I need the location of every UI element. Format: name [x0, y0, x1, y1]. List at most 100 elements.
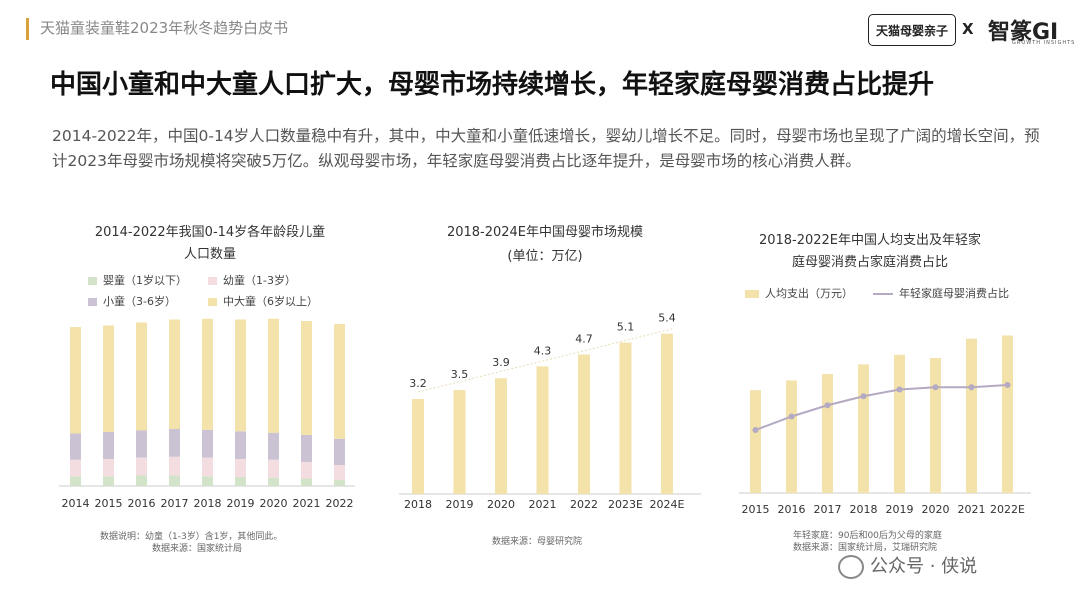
- bar-segment: [301, 435, 312, 462]
- bar: [578, 354, 590, 494]
- x-tick-label: 2020: [487, 498, 515, 511]
- x-tick-label: 2022: [326, 497, 354, 510]
- chart2-title: 2018-2024E年中国母婴市场规模 (单位：万亿): [410, 222, 680, 268]
- bar-segment: [103, 325, 114, 432]
- x-tick-label: 2020: [260, 497, 288, 510]
- bar-segment: [235, 459, 246, 477]
- bar-segment: [70, 433, 81, 460]
- bar: [495, 378, 507, 494]
- bar: [1002, 335, 1013, 493]
- x-tick-label: 2016: [128, 497, 156, 510]
- chart3-note-line1: 年轻家庭：90后和00后为父母的家庭: [793, 531, 942, 541]
- bar-segment: [235, 431, 246, 459]
- x-tick-label: 2017: [161, 497, 189, 510]
- chart1-legend-item: 中大童（6岁以上）: [208, 293, 318, 309]
- bar: [858, 364, 869, 493]
- chart1-legend-item: 小童（3-6岁）: [88, 293, 176, 309]
- bar: [453, 390, 466, 494]
- x-tick-label: 2016: [778, 503, 806, 516]
- x-tick-label: 2021: [293, 497, 321, 510]
- data-label: 5.1: [617, 321, 635, 334]
- bar-segment: [136, 457, 147, 476]
- x-tick-label: 2022: [570, 498, 598, 511]
- bar-segment: [202, 476, 213, 486]
- chart2-title-line1: 2018-2024E年中国母婴市场规模: [446, 225, 644, 240]
- bar: [966, 338, 977, 493]
- chart1-legend-item: 幼童（1-3岁）: [208, 272, 296, 288]
- x-tick-label: 2021: [958, 503, 986, 516]
- bar-segment: [334, 480, 345, 486]
- data-label: 3.2: [409, 377, 427, 390]
- chart1-legend: 婴童（1岁以下） 幼童（1-3岁） 小童（3-6岁） 中大童（6岁以上）: [88, 272, 368, 312]
- data-label: 3.9: [492, 356, 510, 369]
- bar-segment: [334, 324, 345, 439]
- bar: [750, 390, 761, 493]
- x-tick-label: 2019: [886, 503, 914, 516]
- bar-segment: [70, 327, 81, 434]
- bar-segment: [169, 456, 180, 476]
- chart2-title-line2: (单位：万亿): [507, 249, 583, 264]
- header-accent-bar: [26, 18, 29, 40]
- bar-segment: [334, 465, 345, 480]
- x-tick-label: 2015: [742, 503, 770, 516]
- chart1-plot: 2014 2015 2016 2017 2018 2019 2020 2021 2022: [59, 318, 355, 510]
- chart1-note: 数据说明：幼童（1-3岁）含1岁，其他同此。 数据来源：国家统计局: [100, 531, 282, 555]
- chart3-title-line2: 庭母婴消费占家庭消费占比: [791, 255, 948, 270]
- bar: [894, 354, 905, 493]
- x-tick-label: 2019: [446, 498, 474, 511]
- chart2-note: 数据来源：母婴研究院: [492, 537, 583, 547]
- bar-segment: [136, 475, 147, 486]
- bar-segment: [301, 462, 312, 479]
- x-tick-label: 2024E: [650, 498, 685, 511]
- chart3-note: 年轻家庭：90后和00后为父母的家庭 数据来源：国家统计局，艾瑞研究院: [793, 530, 942, 554]
- bar-segment: [169, 429, 180, 457]
- bar: [822, 374, 833, 493]
- x-tick-label: 2018: [850, 503, 878, 516]
- chart1-title-line1: 2014-2022年我国0-14岁各年龄段儿童: [94, 225, 326, 240]
- legend-swatch: [208, 277, 217, 285]
- watermark: 公众号 · 侠说: [838, 552, 977, 579]
- zhizhuan-logo-subtitle: GROWTH INSIGHTS: [1012, 40, 1076, 46]
- bar-segment: [202, 457, 213, 477]
- chart3-legend: 人均支出（万元） 年轻家庭母婴消费占比: [745, 285, 1035, 301]
- x-tick-label: 2017: [814, 503, 842, 516]
- x-tick-label: 2022E: [990, 503, 1025, 516]
- line-point: [896, 386, 903, 393]
- legend-swatch: [745, 290, 759, 298]
- chart1-note-line2: 数据来源：国家统计局: [152, 544, 243, 554]
- bar: [786, 380, 797, 493]
- x-tick-label: 2020: [922, 503, 950, 516]
- x-tick-label: 2015: [95, 497, 123, 510]
- chart3-note-line2: 数据来源：国家统计局，艾瑞研究院: [793, 543, 938, 553]
- bar: [412, 399, 424, 494]
- data-label: 4.3: [534, 344, 552, 357]
- line-point: [1004, 382, 1011, 388]
- x-tick-label: 2023E: [608, 498, 643, 511]
- line-point: [932, 384, 939, 391]
- header: 天猫童装童鞋2023年秋冬趋势白皮书 天猫母婴亲子 X 智篆GI GROWTH …: [0, 0, 1080, 56]
- bar: [536, 366, 549, 494]
- chart3-plot: 2015 2016 2017 2018 2019 2020 2021 2022E: [739, 335, 1031, 516]
- legend-swatch: [88, 277, 97, 285]
- chart1-note-line1: 数据说明：幼童（1-3岁）含1岁，其他同此。: [100, 532, 283, 542]
- chart2-plot: 3.2 2018 3.5 2019 3.9 2020 4.3 2021 4.7 2022 5.1 20…: [399, 312, 701, 511]
- logo-separator: X: [962, 20, 974, 38]
- data-label: 3.5: [451, 368, 469, 381]
- chart3-title: 2018-2022E年中国人均支出及年轻家 庭母婴消费占家庭消费占比: [730, 230, 1010, 274]
- wechat-icon: [838, 555, 864, 579]
- chart1-title-line2: 人口数量: [183, 247, 236, 262]
- bar-segment: [235, 319, 246, 432]
- x-tick-label: 2021: [529, 498, 557, 511]
- bar-segment: [334, 438, 345, 465]
- bar-segment: [268, 432, 279, 460]
- line-point: [860, 393, 867, 400]
- bar-segment: [268, 318, 279, 433]
- bar-segment: [136, 322, 147, 431]
- bar-segment: [103, 476, 114, 486]
- bar: [619, 342, 632, 494]
- data-label: 4.7: [575, 332, 593, 345]
- chart3-title-line1: 2018-2022E年中国人均支出及年轻家: [758, 233, 982, 248]
- bar: [930, 358, 941, 493]
- data-label: 5.4: [658, 312, 676, 325]
- bar-segment: [301, 321, 312, 435]
